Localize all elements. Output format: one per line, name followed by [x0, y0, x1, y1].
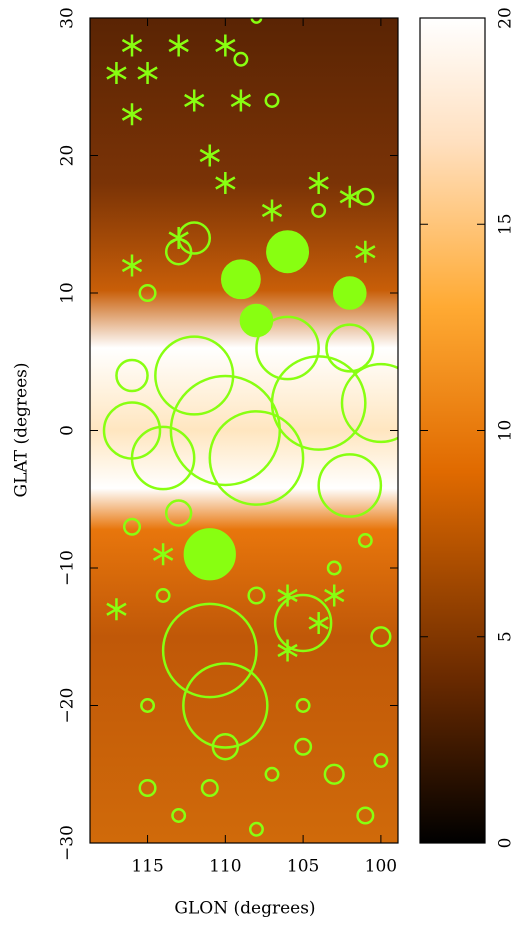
y-tick-label: 10 — [58, 282, 78, 304]
source-circle — [340, 362, 398, 444]
source-circle — [264, 93, 280, 108]
source-asterisk — [121, 103, 143, 126]
source-circle — [138, 283, 157, 303]
source-asterisk — [308, 172, 329, 194]
source-circle — [311, 203, 327, 218]
source-asterisk — [277, 584, 298, 607]
source-circle — [138, 778, 157, 798]
source-asterisk — [215, 34, 236, 57]
source-circle — [154, 335, 235, 416]
source-circle — [115, 358, 149, 393]
source-circle — [183, 528, 236, 581]
source-circle — [373, 753, 389, 768]
source-circle — [155, 588, 171, 603]
source-asterisk — [308, 612, 329, 634]
source-circle — [239, 303, 274, 338]
x-tick-label: 105 — [287, 857, 319, 877]
source-circle — [356, 806, 375, 825]
source-circle — [264, 766, 280, 782]
source-asterisk — [137, 62, 158, 84]
source-asterisk — [199, 144, 220, 167]
source-asterisk — [215, 172, 236, 194]
source-asterisk — [230, 89, 252, 112]
source-circle — [161, 602, 258, 699]
source-circle — [102, 401, 162, 460]
source-circle — [200, 778, 219, 798]
source-asterisk — [355, 240, 376, 263]
source-asterisk — [106, 62, 127, 84]
y-tick-label: −10 — [58, 550, 78, 586]
source-asterisk — [339, 185, 360, 208]
source-asterisk — [106, 598, 127, 621]
source-circle — [266, 230, 310, 274]
source-circle — [171, 808, 187, 823]
x-tick-label: 100 — [365, 857, 397, 877]
source-asterisk — [168, 227, 189, 249]
source-circle — [248, 821, 264, 837]
source-circle — [325, 323, 375, 373]
source-asterisk — [152, 543, 174, 566]
source-circle — [294, 737, 313, 756]
source-circle — [317, 453, 383, 518]
source-circle — [247, 586, 266, 605]
source-circle — [326, 560, 342, 576]
source-circle — [122, 517, 142, 536]
source-asterisk — [261, 199, 283, 222]
source-asterisk — [184, 89, 205, 112]
y-tick-label: −30 — [58, 825, 78, 861]
source-asterisk — [168, 34, 189, 57]
source-circle — [273, 593, 333, 653]
source-circle — [140, 698, 156, 713]
source-circle — [295, 698, 311, 713]
source-circle — [182, 662, 269, 749]
source-circle — [220, 259, 261, 300]
source-circle — [357, 533, 373, 548]
source-asterisk — [121, 254, 143, 277]
y-axis-label: GLAT (degrees) — [12, 362, 32, 497]
colorbar-tick-label: 5 — [496, 631, 516, 642]
y-tick-label: 30 — [58, 7, 78, 29]
source-circle — [370, 626, 392, 648]
colorbar-tick-label: 15 — [496, 213, 516, 235]
source-asterisk — [277, 639, 298, 662]
y-tick-label: 0 — [58, 425, 78, 436]
colorbar — [419, 17, 486, 844]
markers — [102, 18, 398, 837]
source-asterisk — [121, 34, 143, 57]
x-tick-label: 115 — [131, 857, 163, 877]
source-circle — [255, 315, 320, 381]
source-circle — [323, 763, 345, 785]
source-asterisk — [324, 584, 345, 607]
y-tick-label: −20 — [58, 688, 78, 724]
x-axis-label: GLON (degrees) — [174, 899, 315, 919]
y-tick-label: 20 — [58, 145, 78, 167]
colorbar-tick-label: 0 — [496, 838, 516, 849]
source-circle — [233, 51, 249, 67]
colorbar-tick-label: 10 — [496, 420, 516, 442]
source-circle — [164, 499, 193, 527]
source-circle — [356, 187, 375, 206]
x-tick-label: 110 — [209, 857, 241, 877]
source-circle — [332, 276, 367, 310]
source-circle — [211, 733, 240, 761]
source-circle — [208, 410, 305, 506]
colorbar-tick-label: 20 — [496, 7, 516, 29]
